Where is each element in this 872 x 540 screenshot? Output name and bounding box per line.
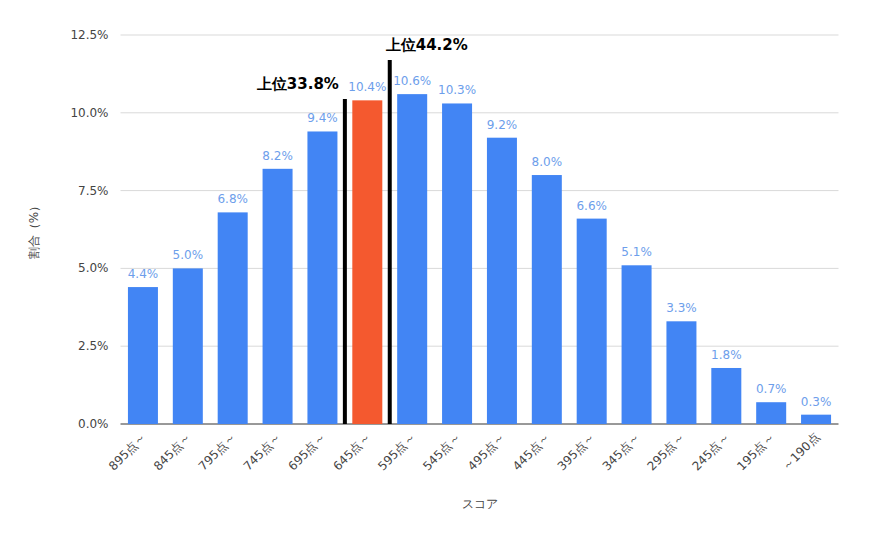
- x-tick-label: 295点～: [644, 430, 687, 473]
- y-tick-label: 2.5%: [78, 339, 109, 353]
- data-label: 8.0%: [532, 155, 563, 169]
- bar: [307, 131, 337, 424]
- bar: [263, 169, 293, 424]
- data-label: 9.2%: [487, 118, 518, 132]
- chart-container: 0.0% 2.5% 5.0% 7.5% 10.0% 12.5% 4.4% 5.0% 6.8% 8.…: [0, 0, 872, 540]
- data-label: 10.6%: [393, 74, 431, 88]
- x-tick-label: 895点～: [106, 430, 149, 473]
- bar: [397, 94, 427, 424]
- x-tick-label: 495点～: [465, 430, 508, 473]
- data-label: 6.6%: [576, 199, 607, 213]
- data-label: 0.7%: [756, 382, 787, 396]
- y-tick-label: 7.5%: [78, 184, 109, 198]
- bar: [173, 268, 203, 424]
- bar: [128, 287, 158, 424]
- y-tick-label: 0.0%: [78, 417, 109, 431]
- data-label: 5.0%: [173, 248, 204, 262]
- annotation-line: [388, 60, 392, 424]
- bar: [577, 219, 607, 424]
- bar: [711, 368, 741, 424]
- y-tick-label: 12.5%: [70, 28, 108, 42]
- data-label: 3.3%: [666, 301, 697, 315]
- annotation-label: 上位33.8%: [256, 75, 339, 93]
- bar: [622, 265, 652, 424]
- grid-line: [121, 112, 839, 113]
- y-tick-label: 10.0%: [70, 106, 108, 120]
- bar: [666, 321, 696, 424]
- x-tick-label: 745点～: [241, 430, 284, 473]
- data-label: 1.8%: [711, 348, 742, 362]
- annotation-line: [343, 99, 347, 424]
- y-axis-title: 割合（%）: [27, 200, 41, 259]
- bar: [442, 103, 472, 424]
- data-label: 10.3%: [438, 83, 476, 97]
- y-tick-label: 5.0%: [78, 261, 109, 275]
- data-label: 6.8%: [217, 192, 248, 206]
- data-label: 10.4%: [348, 80, 386, 94]
- bar: [352, 100, 382, 424]
- data-label: 0.3%: [801, 395, 832, 409]
- bar: [532, 175, 562, 424]
- x-tick-label: 395点～: [555, 430, 598, 473]
- x-tick-label: ～190点: [779, 430, 822, 473]
- bar: [218, 212, 248, 424]
- x-tick-label: 445点～: [510, 430, 553, 473]
- annotation-label: 上位44.2%: [385, 36, 468, 54]
- data-label: 9.4%: [307, 111, 338, 125]
- grid-line: [121, 190, 839, 191]
- x-tick-label: 595点～: [375, 430, 418, 473]
- x-tick-label: 795点～: [196, 430, 239, 473]
- bar: [756, 402, 786, 424]
- bars: [128, 94, 831, 424]
- data-label: 5.1%: [621, 245, 652, 259]
- grid: [121, 35, 839, 424]
- x-tick-label: 545点～: [420, 430, 463, 473]
- x-tick-label: 845点～: [151, 430, 194, 473]
- data-label: 8.2%: [262, 149, 293, 163]
- bar: [801, 415, 831, 424]
- x-axis-title: スコア: [462, 497, 498, 511]
- data-label: 4.4%: [128, 267, 159, 281]
- x-tick-label: 695点～: [285, 430, 328, 473]
- x-tick-label: 245点～: [689, 430, 732, 473]
- chart: 0.0% 2.5% 5.0% 7.5% 10.0% 12.5% 4.4% 5.0% 6.8% 8.…: [0, 0, 872, 540]
- bar: [487, 138, 517, 424]
- x-tick-label: 345点～: [600, 430, 643, 473]
- grid-line: [121, 35, 839, 36]
- x-tick-label: 195点～: [734, 430, 777, 473]
- x-tick-label: 645点～: [330, 430, 373, 473]
